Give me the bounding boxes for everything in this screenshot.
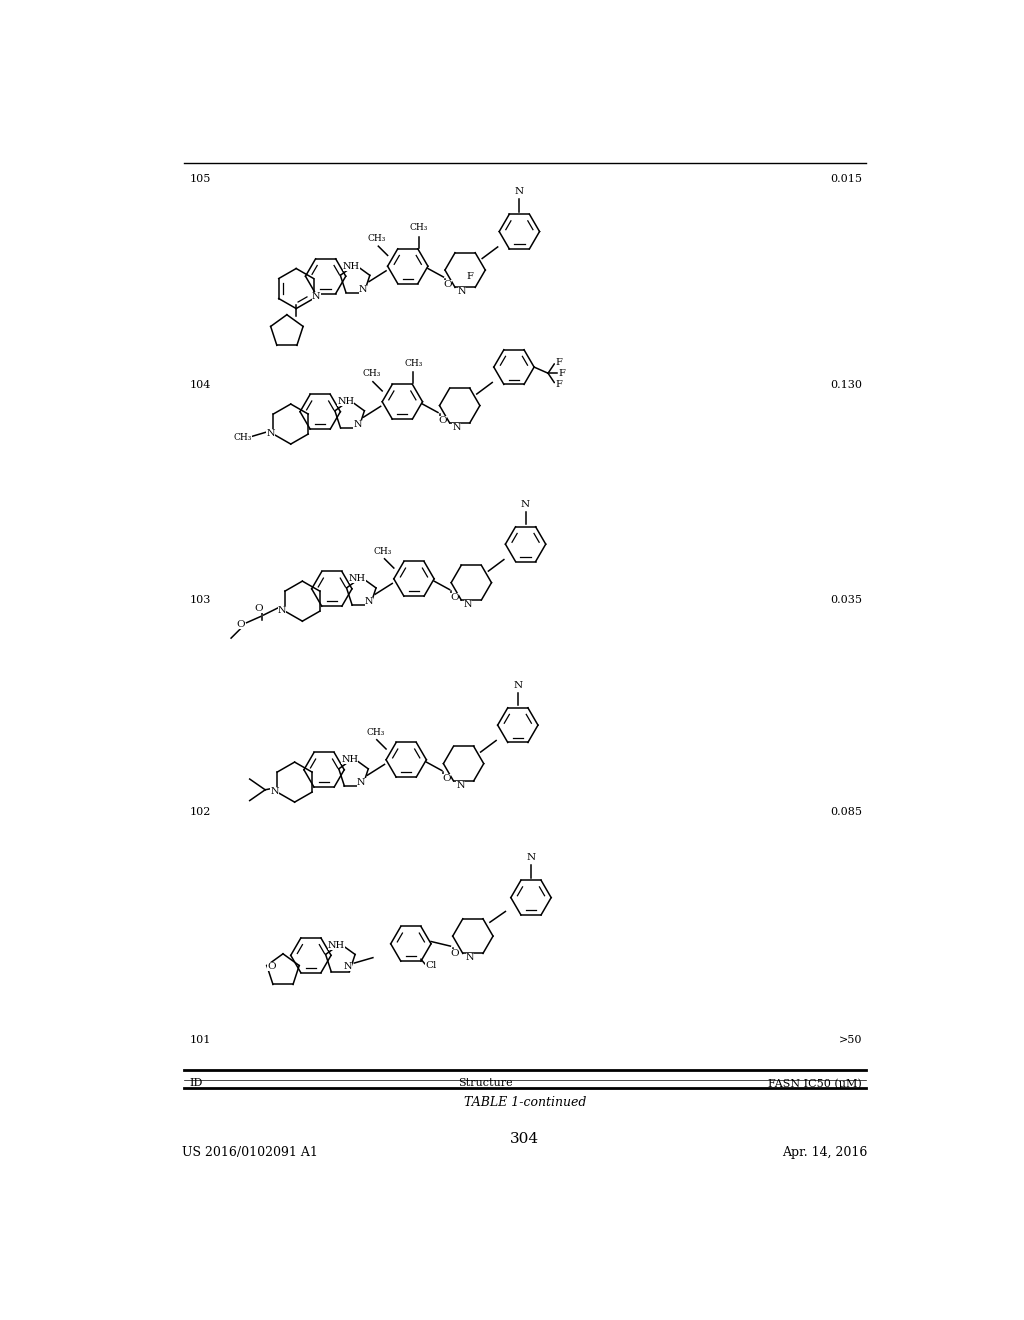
Text: CH₃: CH₃ (368, 234, 386, 243)
Text: O: O (450, 593, 459, 602)
Text: N: N (278, 606, 287, 615)
Text: N: N (453, 422, 461, 432)
Text: N: N (357, 779, 366, 787)
Text: FASN IC50 (μM): FASN IC50 (μM) (768, 1078, 862, 1089)
Text: CH₃: CH₃ (233, 433, 252, 442)
Text: 0.085: 0.085 (830, 807, 862, 817)
Text: N: N (526, 853, 536, 862)
Text: 104: 104 (189, 380, 211, 389)
Text: O: O (438, 416, 446, 425)
Text: N: N (457, 780, 465, 789)
Text: N: N (344, 962, 352, 972)
Text: CH₃: CH₃ (366, 727, 384, 737)
Text: >50: >50 (839, 1035, 862, 1044)
Text: N: N (466, 953, 474, 962)
Text: O: O (267, 962, 275, 972)
Text: CH₃: CH₃ (404, 359, 422, 368)
Text: NH: NH (337, 397, 354, 407)
Text: 105: 105 (189, 174, 211, 183)
Text: O: O (442, 774, 451, 783)
Text: 103: 103 (189, 595, 211, 606)
Text: F: F (558, 368, 565, 378)
Text: O: O (255, 605, 263, 614)
Text: N: N (312, 292, 321, 301)
Text: N: N (353, 420, 361, 429)
Text: TABLE 1-continued: TABLE 1-continued (464, 1096, 586, 1109)
Text: CH₃: CH₃ (410, 223, 428, 232)
Text: NH: NH (341, 755, 358, 764)
Text: 304: 304 (510, 1133, 540, 1146)
Text: N: N (365, 598, 374, 606)
Text: CH₃: CH₃ (374, 546, 392, 556)
Text: NH: NH (328, 941, 345, 950)
Text: F: F (555, 380, 562, 388)
Text: NH: NH (349, 574, 366, 583)
Text: 0.015: 0.015 (830, 174, 862, 183)
Text: N: N (266, 429, 274, 438)
Text: N: N (458, 288, 466, 296)
Text: N: N (270, 787, 279, 796)
Text: 102: 102 (189, 807, 211, 817)
Text: Cl: Cl (425, 961, 436, 970)
Text: CH₃: CH₃ (362, 370, 381, 379)
Text: N: N (521, 500, 530, 508)
Text: O: O (443, 280, 453, 289)
Text: F: F (466, 272, 473, 281)
Text: US 2016/0102091 A1: US 2016/0102091 A1 (182, 1146, 317, 1159)
Text: 0.035: 0.035 (830, 595, 862, 606)
Text: NH: NH (343, 261, 359, 271)
Text: O: O (450, 949, 459, 958)
Text: Apr. 14, 2016: Apr. 14, 2016 (782, 1146, 867, 1159)
Text: 101: 101 (189, 1035, 211, 1044)
Text: N: N (464, 599, 472, 609)
Text: N: N (513, 681, 522, 689)
Text: Structure: Structure (458, 1078, 512, 1088)
Text: N: N (358, 285, 367, 294)
Text: F: F (555, 358, 562, 367)
Text: N: N (515, 187, 524, 195)
Text: 0.130: 0.130 (830, 380, 862, 389)
Text: O: O (237, 620, 245, 628)
Text: ID: ID (189, 1078, 203, 1088)
